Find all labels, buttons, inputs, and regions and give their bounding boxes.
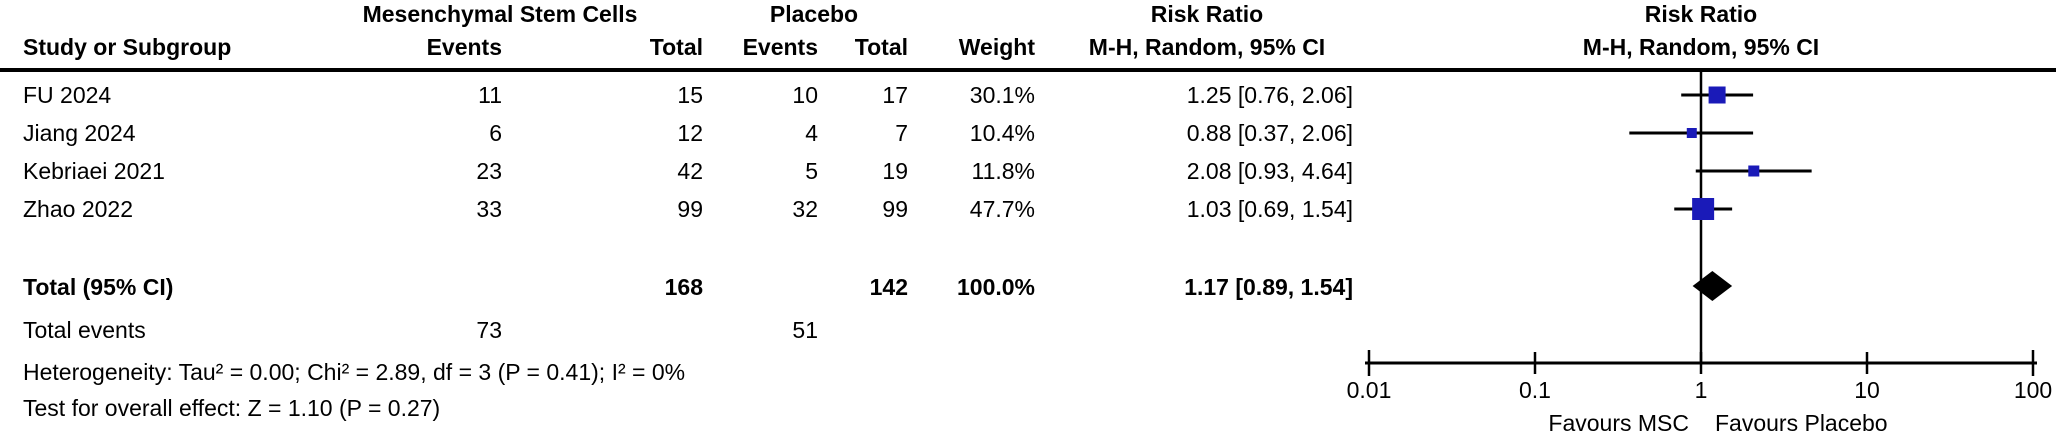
total-events-msc: 73 — [476, 317, 502, 343]
total-msc-n: 168 — [664, 274, 703, 300]
col-header-placebo-total: Total — [854, 34, 908, 60]
header-divider-line — [0, 68, 2056, 72]
axis-tick-label: 10 — [1854, 377, 1880, 403]
axis-tick-label: 1 — [1695, 377, 1708, 403]
total-placebo-n: 142 — [869, 274, 908, 300]
placebo-total: 99 — [882, 196, 908, 222]
col-header-mh-ci-text: M-H, Random, 95% CI — [1088, 34, 1326, 60]
study-name: Kebriaei 2021 — [23, 158, 165, 184]
axis-tick-label: 100 — [2014, 377, 2052, 403]
total-risk-ratio-ci: 1.17 [0.89, 1.54] — [1184, 274, 1353, 300]
placebo-total: 7 — [895, 120, 908, 146]
col-header-placebo-events: Events — [742, 34, 818, 60]
msc-total: 99 — [677, 196, 703, 222]
msc-events: 23 — [476, 158, 502, 184]
study-name: Zhao 2022 — [23, 196, 133, 222]
weight-value: 47.7% — [969, 196, 1035, 222]
group-header-risk-ratio-plot: Risk Ratio — [1644, 1, 1758, 27]
msc-total: 12 — [677, 120, 703, 146]
placebo-events: 5 — [805, 158, 818, 184]
group-header-risk-ratio-text: Risk Ratio — [1150, 1, 1264, 27]
effect-square — [1708, 86, 1726, 104]
heterogeneity-stats: Heterogeneity: Tau² = 0.00; Chi² = 2.89,… — [23, 359, 686, 385]
weight-value: 10.4% — [969, 120, 1035, 146]
total-events-label: Total events — [23, 317, 146, 343]
overall-effect-test: Test for overall effect: Z = 1.10 (P = 0… — [23, 395, 441, 421]
axis-tick-label: 0.01 — [1347, 377, 1392, 403]
study-name: FU 2024 — [23, 82, 112, 108]
placebo-total: 17 — [882, 82, 908, 108]
total-events-placebo: 51 — [792, 317, 818, 343]
weight-value: 11.8% — [971, 158, 1035, 184]
effect-square — [1748, 165, 1760, 177]
study-name: Jiang 2024 — [23, 120, 136, 146]
risk-ratio-ci: 1.03 [0.69, 1.54] — [1186, 196, 1353, 222]
effect-square — [1686, 128, 1697, 138]
msc-events: 33 — [476, 196, 502, 222]
effect-square — [1692, 198, 1715, 220]
total-label: Total (95% CI) — [23, 274, 174, 300]
col-header-weight: Weight — [958, 34, 1035, 60]
placebo-events: 4 — [805, 120, 818, 146]
col-header-msc-events: Events — [426, 34, 502, 60]
col-header-mh-ci-plot: M-H, Random, 95% CI — [1582, 34, 1820, 60]
group-header-msc: Mesenchymal Stem Cells — [362, 1, 638, 27]
favours-right-label: Favours Placebo — [1715, 410, 1888, 436]
msc-total: 42 — [677, 158, 703, 184]
msc-events: 11 — [478, 82, 502, 108]
msc-total: 15 — [677, 82, 703, 108]
risk-ratio-ci: 1.25 [0.76, 2.06] — [1186, 82, 1353, 108]
placebo-events: 32 — [792, 196, 818, 222]
col-header-msc-total: Total — [649, 34, 703, 60]
summary-diamond — [1692, 271, 1733, 301]
msc-events: 6 — [489, 120, 502, 146]
placebo-events: 10 — [792, 82, 818, 108]
risk-ratio-ci: 2.08 [0.93, 4.64] — [1186, 158, 1353, 184]
weight-value: 30.1% — [969, 82, 1035, 108]
favours-left-label: Favours MSC — [1548, 410, 1689, 436]
risk-ratio-ci: 0.88 [0.37, 2.06] — [1186, 120, 1353, 146]
col-header-study: Study or Subgroup — [23, 34, 232, 60]
total-weight: 100.0% — [956, 274, 1035, 300]
group-header-placebo: Placebo — [769, 1, 859, 27]
axis-tick-label: 0.1 — [1519, 377, 1551, 403]
placebo-total: 19 — [882, 158, 908, 184]
